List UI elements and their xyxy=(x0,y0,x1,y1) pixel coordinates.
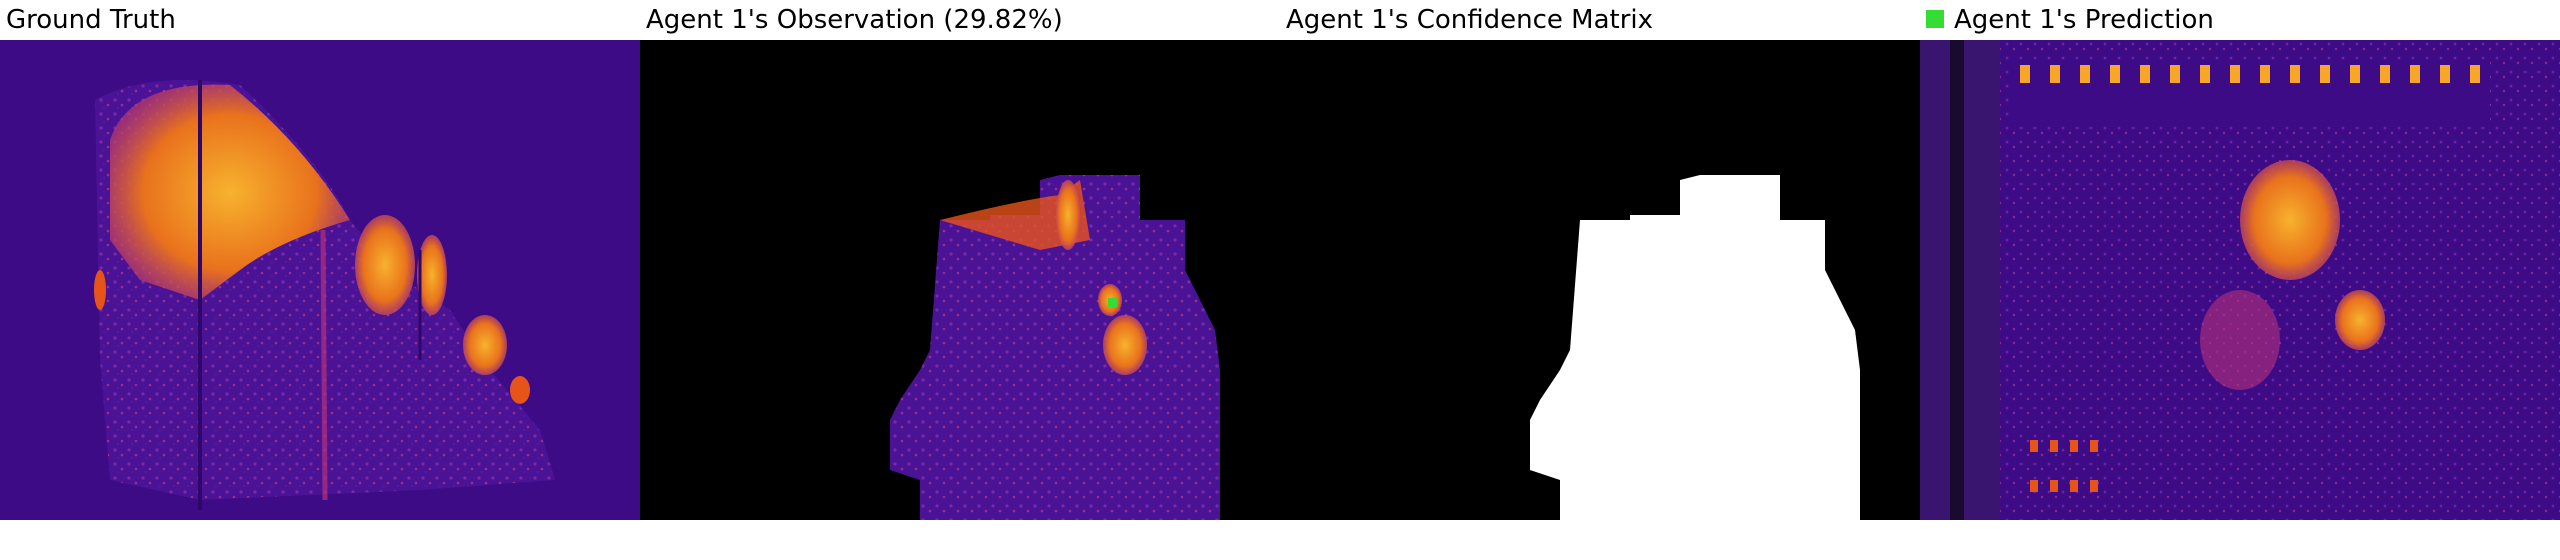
marker xyxy=(1108,298,1117,307)
observation-image xyxy=(640,40,1280,520)
panel-title: Agent 1's Prediction xyxy=(1954,5,2214,35)
confidence-image xyxy=(1280,40,1920,520)
prediction-panel: Agent 1's Prediction xyxy=(1920,0,2560,560)
legend-swatch-icon xyxy=(1926,10,1944,28)
panel-title: Agent 1's Observation (29.82%) xyxy=(646,5,1063,35)
confidence-panel: Agent 1's Confidence Matrix xyxy=(1280,0,1920,560)
ground-truth-panel: Ground Truth xyxy=(0,0,640,560)
observation-panel: Agent 1's Observation (29.82%) xyxy=(640,0,1280,560)
prediction-image xyxy=(1920,40,2560,520)
ground-truth-image xyxy=(0,40,640,520)
panel-title: Agent 1's Confidence Matrix xyxy=(1286,5,1654,35)
panel-title: Ground Truth xyxy=(6,5,176,35)
